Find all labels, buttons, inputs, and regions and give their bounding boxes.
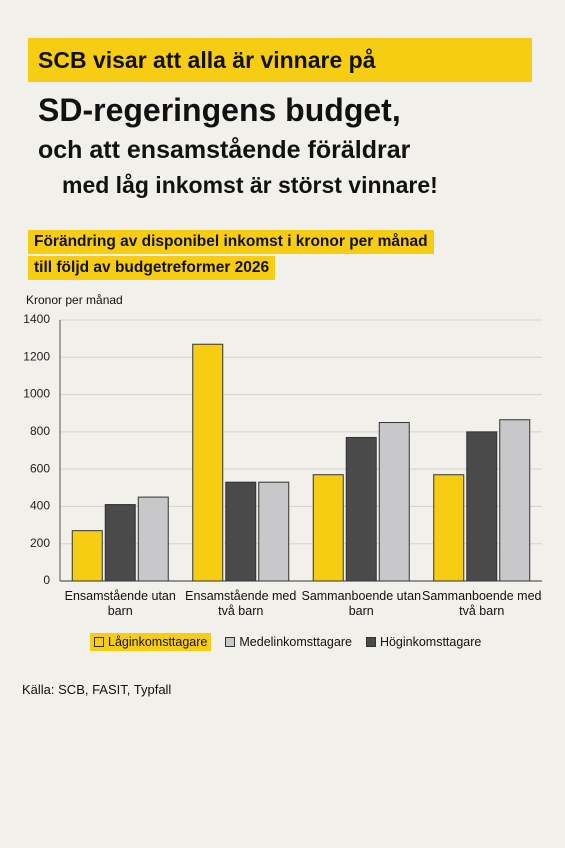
x-tick-label: Ensamstående utan barn [64,589,176,618]
y-axis-label: Kronor per månad [26,293,123,307]
y-tick-label: 1200 [23,349,50,363]
title-line: med låg inkomst är störst vinnare! [62,172,438,198]
legend-item: Medelinkomsttagare [225,635,352,649]
bar [137,496,169,582]
x-tick-label: Sammanboende med två barn [421,589,542,618]
y-tick-label: 0 [43,573,50,587]
bar [499,419,531,582]
y-tick-label: 400 [30,499,50,513]
x-tick-label: Ensamstående med två barn [185,589,297,618]
bar [312,474,344,582]
legend-swatch [225,637,236,647]
legend-label: Höginkomsttagare [379,635,482,649]
legend-swatch [94,637,104,647]
x-tick-label: Sammanboende utan barn [301,589,422,618]
bar [378,422,410,582]
y-tick-label: 1400 [23,312,50,326]
y-tick-label: 200 [30,536,50,550]
y-tick-label: 800 [30,424,50,438]
y-tick-label: 1000 [23,387,50,401]
bar [225,481,257,582]
legend: Låginkomsttagare Höginkomsttagare Medelink… [90,633,481,651]
legend-label: Medelinkomsttagare [239,635,352,649]
bar [258,481,290,582]
bar [433,474,465,582]
title-line: SD-regeringens budget, [38,92,401,128]
legend-item: Låginkomsttagare [90,633,212,651]
title-line: SCB visar att alla är vinnare på [28,38,532,82]
source: Källa: SCB, FASIT, Typfall [22,682,172,697]
subtitle-line: Förändring av disponibel inkomst i krono… [28,230,434,254]
title-line: och att ensamstående föräldrar [38,136,411,164]
bar [345,436,377,582]
bar [466,431,498,582]
legend-swatch [365,637,376,647]
legend-item: Höginkomsttagare [365,635,482,649]
subtitle-line: till följd av budgetreformer 2026 [28,256,276,280]
bar [71,530,103,582]
bar [104,504,136,582]
bar [192,343,224,582]
y-tick-label: 600 [30,461,50,475]
legend-label: Låginkomsttagare [108,635,208,649]
